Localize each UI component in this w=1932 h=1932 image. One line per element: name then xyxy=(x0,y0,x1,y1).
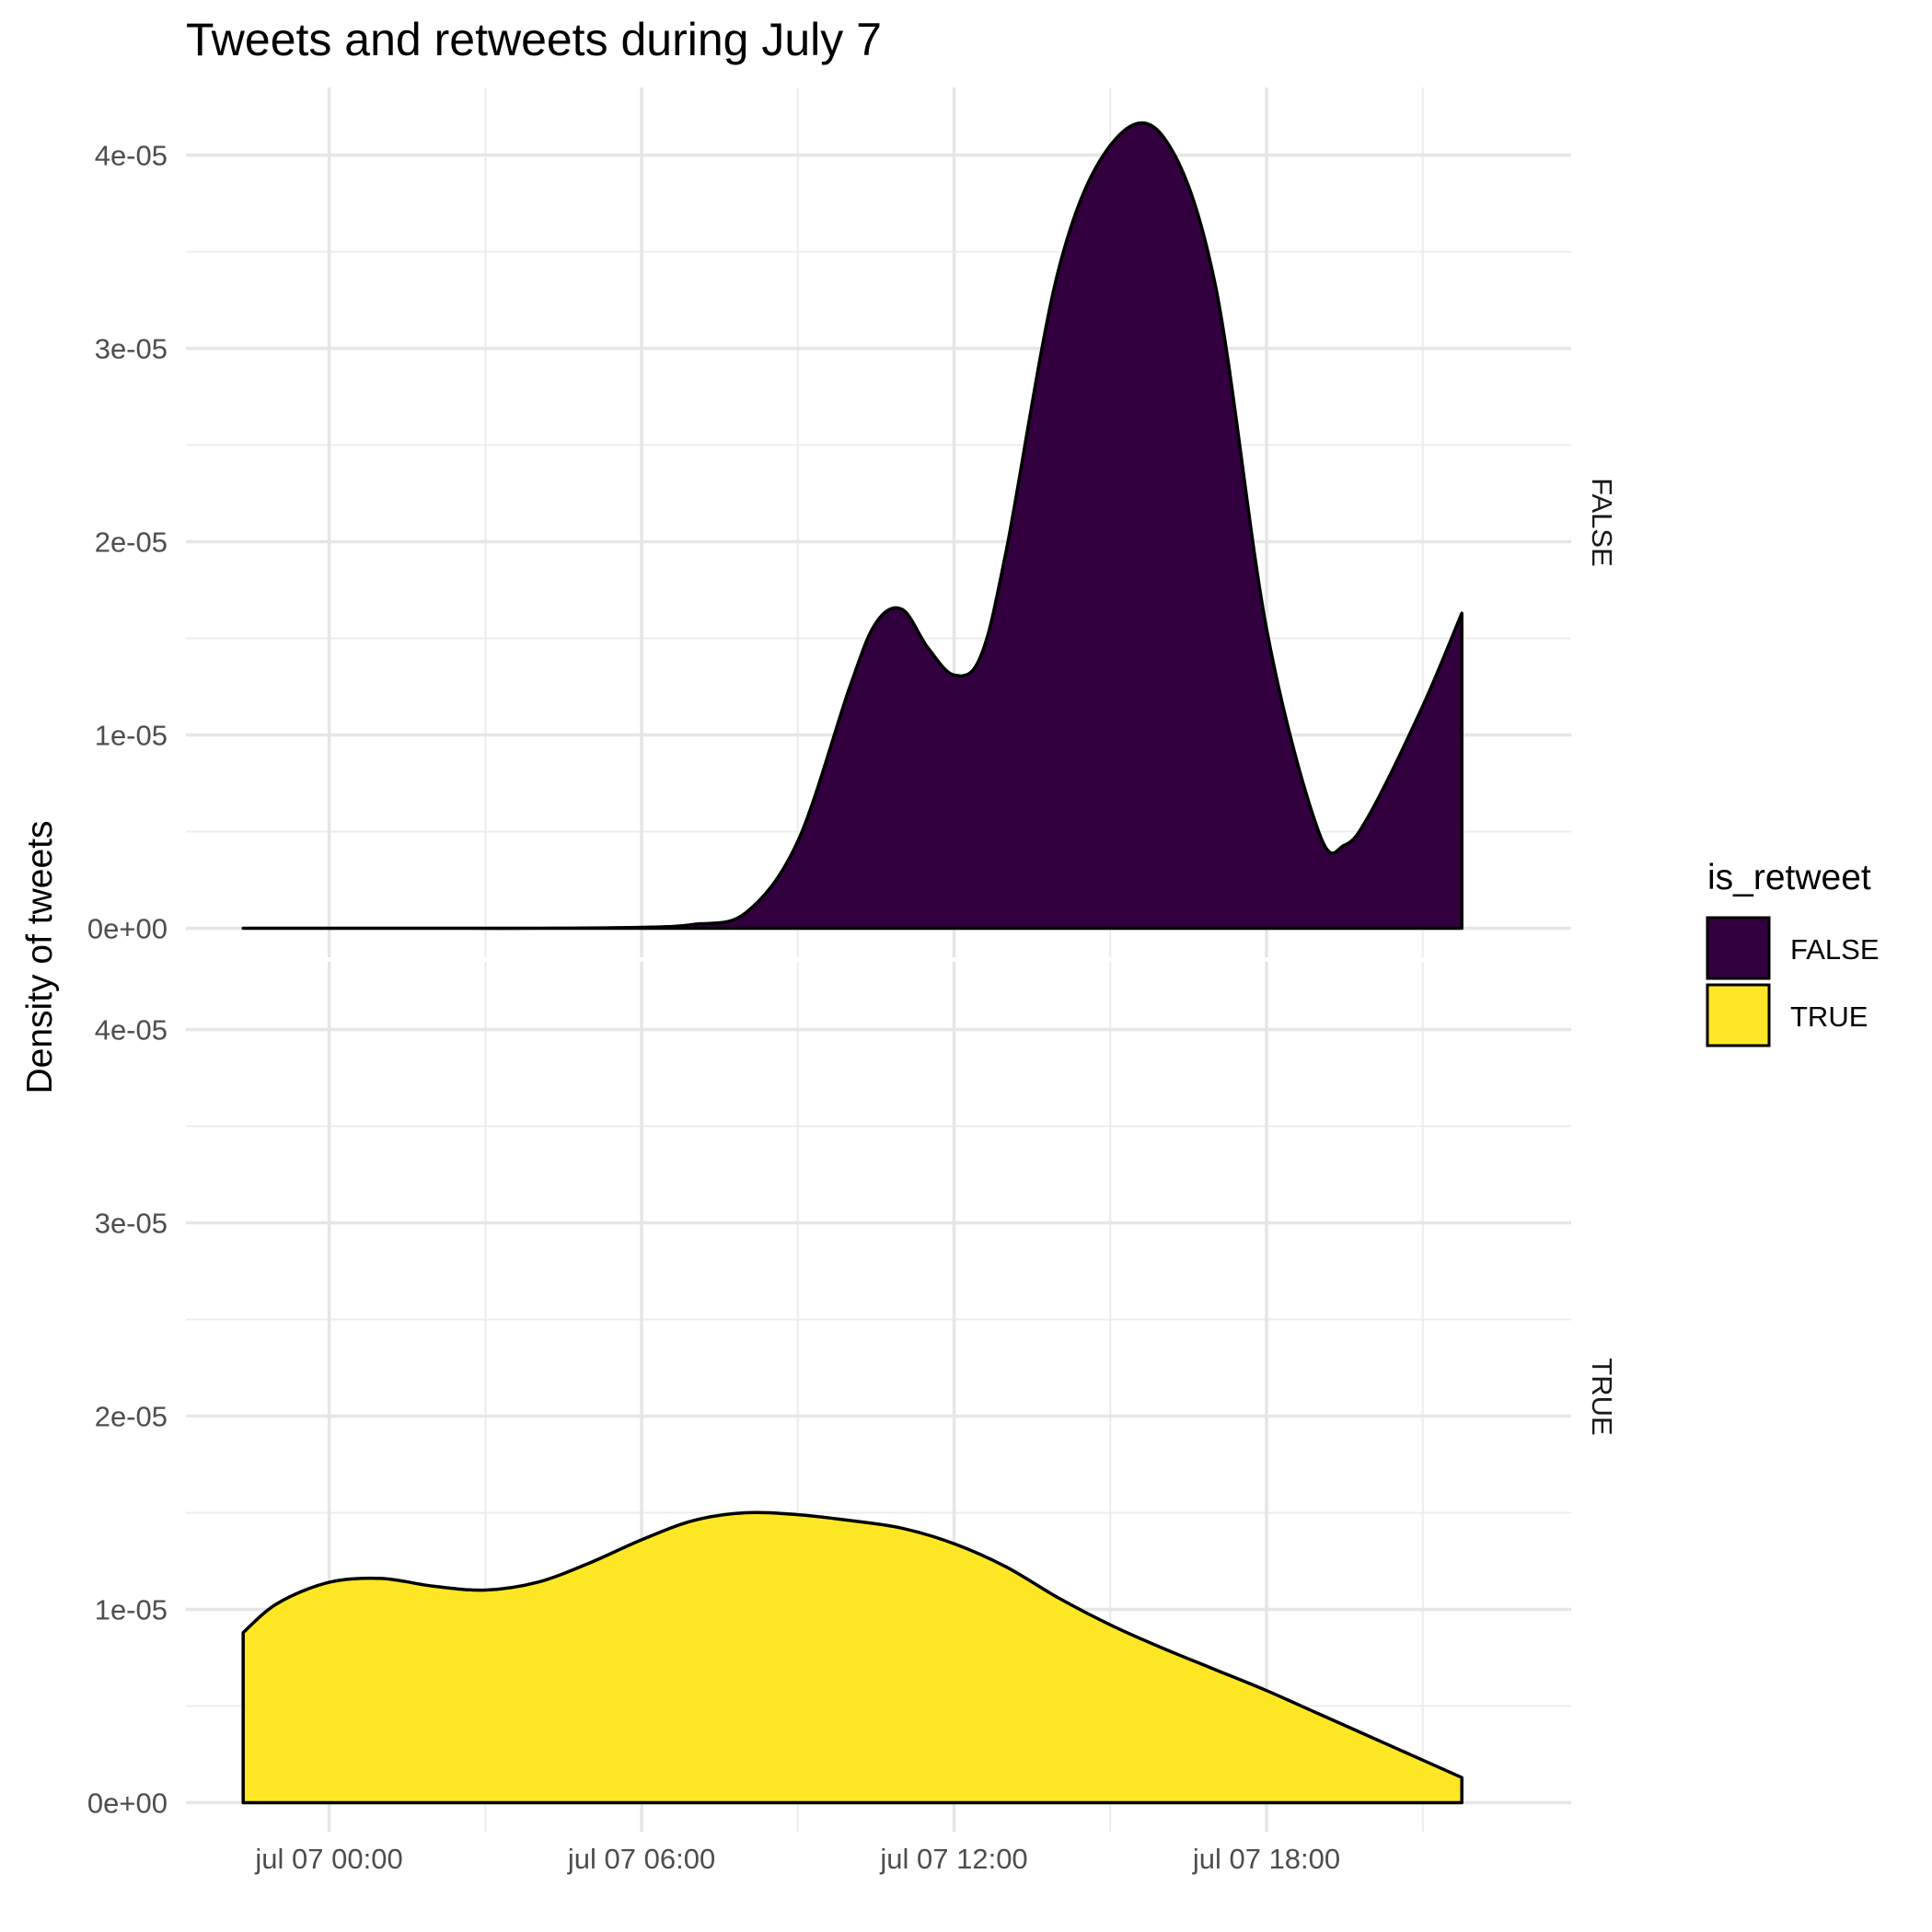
facet-strip-label: FALSE xyxy=(1586,478,1618,567)
y-tick-label: 3e-05 xyxy=(95,1208,168,1240)
x-tick-label: jul 07 00:00 xyxy=(254,1843,402,1875)
y-tick-label: 2e-05 xyxy=(95,1401,168,1433)
legend: is_retweet FALSE TRUE xyxy=(1706,858,1880,1047)
x-tick-label: jul 07 12:00 xyxy=(879,1843,1027,1875)
facet-strip-label: TRUE xyxy=(1586,1358,1618,1435)
y-axis-title: Density of tweets xyxy=(20,821,60,1094)
legend-key-false xyxy=(1706,916,1771,980)
y-tick-label: 0e+00 xyxy=(87,1787,168,1820)
legend-key-true xyxy=(1706,983,1771,1047)
y-tick-label: 1e-05 xyxy=(95,1594,168,1626)
y-tick-label: 1e-05 xyxy=(95,720,168,752)
y-tick-label: 4e-05 xyxy=(95,140,168,172)
legend-title: is_retweet xyxy=(1707,858,1871,897)
x-tick-label: jul 07 18:00 xyxy=(1192,1843,1340,1875)
y-tick-label: 0e+00 xyxy=(87,913,168,945)
y-tick-label: 3e-05 xyxy=(95,333,168,365)
legend-label: FALSE xyxy=(1790,933,1880,966)
chart-title: Tweets and retweets during July 7 xyxy=(186,14,882,65)
x-tick-label: jul 07 06:00 xyxy=(567,1843,715,1875)
facet-panel-true: 0e+00 1e-05 2e-05 3e-05 4e-05 TRUE xyxy=(87,962,1618,1832)
density-area-true xyxy=(241,1510,1463,1805)
y-tick-label: 2e-05 xyxy=(95,526,168,559)
facet-panel-false: 0e+00 1e-05 2e-05 3e-05 4e-05 FALSE xyxy=(87,87,1618,957)
legend-label: TRUE xyxy=(1790,1001,1868,1033)
density-area-false xyxy=(241,121,1463,931)
x-axis: jul 07 00:00 jul 07 06:00 jul 07 12:00 jul … xyxy=(254,1843,1340,1875)
y-tick-label: 4e-05 xyxy=(95,1014,168,1047)
facet-panels: 0e+00 1e-05 2e-05 3e-05 4e-05 FALSE 0e+00 1e-05… xyxy=(87,87,1618,1832)
